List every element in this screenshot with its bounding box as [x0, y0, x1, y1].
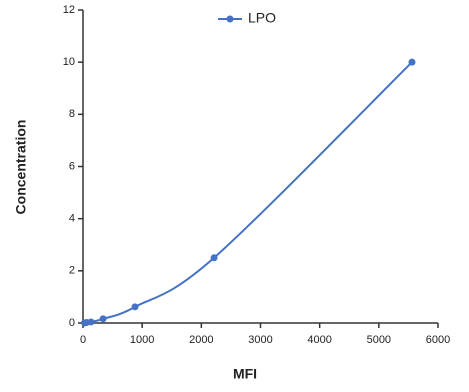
series-line — [84, 61, 413, 324]
x-tick-label: 6000 — [426, 334, 450, 346]
y-tick-label: 8 — [69, 108, 75, 120]
data-point — [99, 315, 107, 323]
x-tick-label: 4000 — [307, 334, 331, 346]
x-tick-label: 2000 — [189, 334, 213, 346]
y-tick-label: 12 — [63, 4, 75, 16]
y-tick-label: 0 — [69, 317, 75, 329]
data-point — [87, 318, 95, 326]
x-tick-label: 3000 — [248, 334, 272, 346]
y-tick-label: 4 — [69, 213, 75, 225]
y-tick-label: 10 — [63, 56, 75, 68]
data-point — [131, 303, 139, 311]
y-tick-label: 2 — [69, 265, 75, 277]
data-point — [210, 254, 218, 262]
data-point — [408, 58, 416, 66]
x-tick-label: 1000 — [130, 334, 154, 346]
y-tick-label: 6 — [69, 160, 75, 172]
x-axis-title: MFI — [233, 366, 257, 382]
x-tick-label: 0 — [80, 334, 86, 346]
y-axis-title: Concentration — [13, 120, 29, 215]
legend-label: LPO — [248, 10, 276, 26]
legend-marker — [226, 15, 234, 23]
x-tick-label: 5000 — [367, 334, 391, 346]
